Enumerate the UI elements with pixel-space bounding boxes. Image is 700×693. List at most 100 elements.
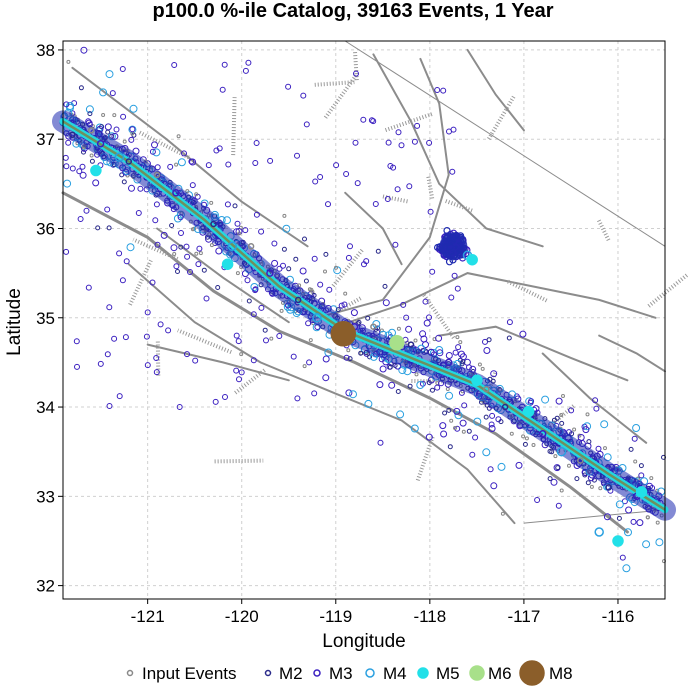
event-marker: [116, 393, 123, 400]
series-point-m8: [330, 321, 357, 347]
event-marker: [271, 259, 279, 267]
event-marker: [78, 85, 84, 91]
event-marker: [121, 179, 127, 185]
event-marker: [87, 111, 93, 117]
event-marker: [310, 289, 315, 294]
event-marker: [589, 484, 594, 489]
hatched-fault: [487, 95, 516, 140]
y-ticks: 32 33 34 35 36 37 38: [36, 41, 63, 596]
event-marker: [221, 61, 228, 68]
hatched-fault: [426, 175, 435, 199]
fault-lines: [61, 40, 690, 534]
event-marker: [169, 223, 175, 228]
event-marker: [286, 266, 292, 272]
legend-marker: [126, 669, 134, 677]
legend-marker: [469, 665, 485, 681]
event-marker: [79, 171, 87, 179]
event-marker: [111, 132, 119, 140]
event-marker: [253, 140, 260, 146]
event-marker: [281, 246, 287, 252]
event-marker: [209, 200, 214, 205]
hatched-fault: [506, 279, 548, 303]
event-marker: [219, 86, 226, 93]
legend-label: M3: [329, 664, 353, 683]
event-marker: [322, 374, 330, 382]
hatched-fault: [331, 248, 365, 288]
event-marker: [416, 381, 425, 389]
x-tick-label: -121: [131, 607, 165, 626]
event-marker: [524, 436, 529, 441]
event-marker: [153, 369, 160, 376]
event-marker: [83, 207, 90, 214]
event-marker: [250, 311, 257, 318]
event-marker: [137, 185, 144, 192]
event-marker: [469, 451, 476, 458]
event-marker: [185, 189, 190, 194]
event-marker: [561, 394, 565, 398]
event-marker: [582, 472, 588, 478]
event-marker: [151, 141, 158, 149]
event-marker: [483, 347, 491, 354]
event-marker: [631, 435, 638, 442]
event-marker: [165, 327, 172, 334]
event-marker: [509, 431, 514, 436]
event-marker: [343, 171, 350, 177]
legend-label: M4: [383, 664, 407, 683]
event-marker: [395, 129, 402, 136]
event-marker: [258, 304, 265, 311]
event-marker: [630, 518, 637, 525]
event-marker: [293, 256, 299, 262]
event-marker: [458, 340, 463, 345]
event-marker: [486, 337, 492, 343]
event-marker: [574, 476, 580, 482]
event-marker: [405, 325, 413, 333]
series-point-m6: [389, 335, 405, 351]
event-marker: [187, 269, 193, 275]
event-marker: [577, 434, 585, 441]
event-marker: [445, 391, 454, 400]
event-marker: [429, 268, 436, 275]
event-marker: [80, 46, 88, 54]
event-marker: [446, 407, 452, 413]
event-marker: [600, 420, 609, 429]
legend-label: Input Events: [142, 664, 237, 683]
event-marker: [85, 105, 94, 114]
hatched-fault: [132, 237, 179, 261]
event-marker: [215, 285, 221, 290]
series-point-m2: [605, 484, 612, 491]
x-axis-label: Longitude: [322, 631, 405, 652]
event-marker: [302, 236, 307, 242]
event-marker: [490, 482, 498, 490]
event-marker: [423, 319, 431, 327]
event-marker: [167, 163, 174, 170]
event-marker: [153, 201, 160, 208]
event-marker: [177, 158, 186, 167]
event-marker: [154, 241, 161, 248]
event-marker: [426, 139, 433, 146]
event-marker: [235, 338, 242, 345]
event-marker: [300, 92, 307, 99]
event-marker: [387, 364, 393, 370]
event-marker: [603, 513, 611, 521]
event-marker: [194, 192, 199, 197]
event-marker: [358, 350, 364, 356]
event-marker: [76, 168, 83, 175]
fault-line: [541, 352, 648, 444]
fault-line: [316, 57, 450, 319]
event-marker: [299, 267, 307, 275]
event-marker: [345, 389, 353, 397]
event-marker: [622, 564, 631, 573]
event-marker: [395, 389, 401, 394]
event-marker: [173, 263, 180, 270]
event-marker: [382, 283, 388, 289]
fault-centerline: [62, 120, 666, 511]
series-point-m3: [266, 269, 274, 277]
event-marker: [112, 113, 117, 118]
event-marker: [89, 153, 94, 158]
event-marker: [99, 88, 108, 97]
event-marker: [317, 174, 324, 180]
event-marker: [534, 497, 541, 503]
event-marker: [73, 338, 80, 345]
event-marker: [144, 309, 151, 316]
event-marker: [123, 258, 130, 265]
